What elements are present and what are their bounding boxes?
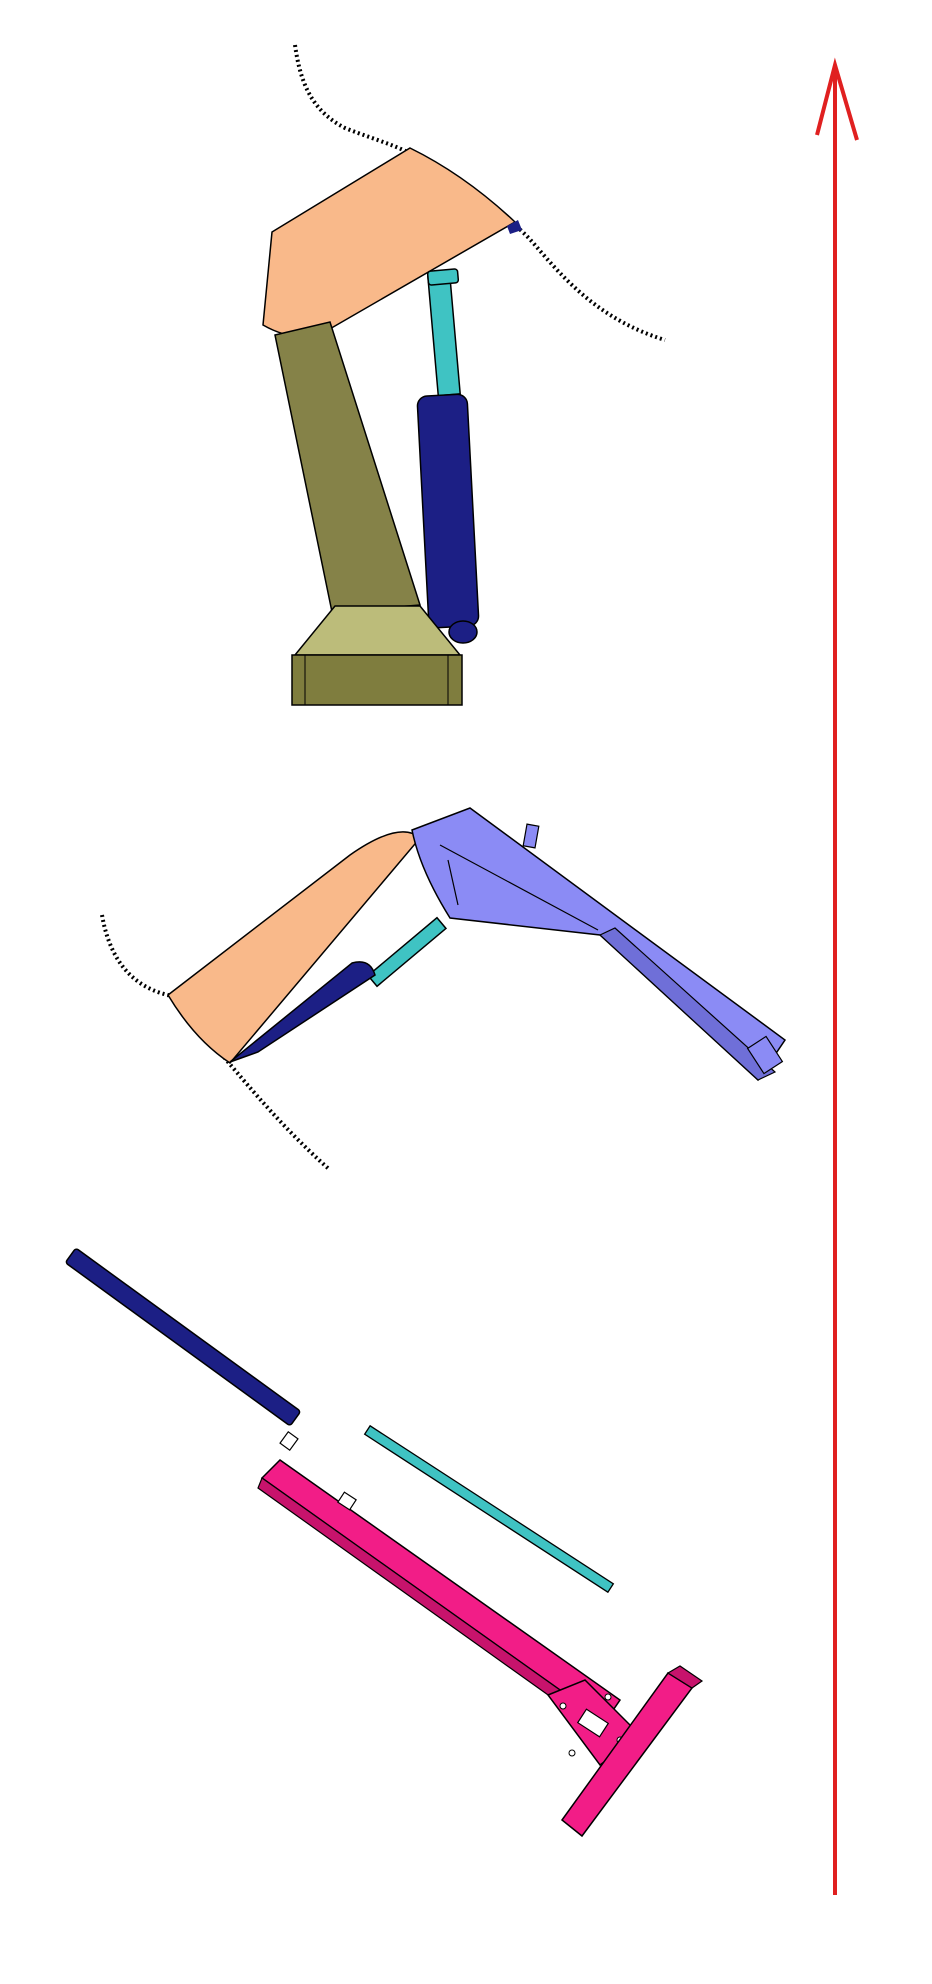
bracket-hole-1: [559, 1702, 567, 1710]
base-block-top: [291, 654, 463, 706]
boom-arm-middle-stud: [522, 823, 540, 849]
boom-arm-middle-crease-2: [447, 859, 459, 906]
boom-arm-middle-crease: [439, 844, 599, 931]
boom-arm-middle-side: [598, 927, 777, 1081]
cylinder-rod-middle: [366, 916, 448, 988]
hydraulic-cylinder-top: [416, 393, 480, 629]
slide-rail: [260, 1459, 622, 1724]
loose-tube: [65, 1248, 301, 1426]
boom-arm-middle-endcap: [746, 1035, 784, 1075]
stage-middle: [100, 807, 787, 1172]
cylinder-pivot-top: [448, 620, 478, 644]
outline-curve-middle: [100, 914, 332, 1172]
stage-bottom: [65, 1248, 704, 1838]
arrow-head: [815, 57, 859, 141]
loose-tube-cap: [279, 1430, 299, 1452]
hydraulic-cylinder-middle: [229, 961, 376, 1063]
guide-rod-cap: [337, 1491, 357, 1511]
mount-bracket-slot: [576, 1708, 610, 1738]
upper-link-top: [262, 147, 517, 338]
rod-collar-top: [426, 268, 460, 286]
cylinder-rod-top: [427, 273, 461, 397]
upper-link-top-end: [507, 220, 522, 234]
lower-arm-top: [274, 321, 422, 613]
bracket-hole-3: [568, 1749, 576, 1757]
direction-arrow: [815, 57, 859, 1895]
bracket-hole-2: [604, 1693, 612, 1701]
end-plate-side: [666, 1665, 704, 1689]
stage-top: [262, 44, 666, 706]
guide-rod: [363, 1424, 615, 1594]
